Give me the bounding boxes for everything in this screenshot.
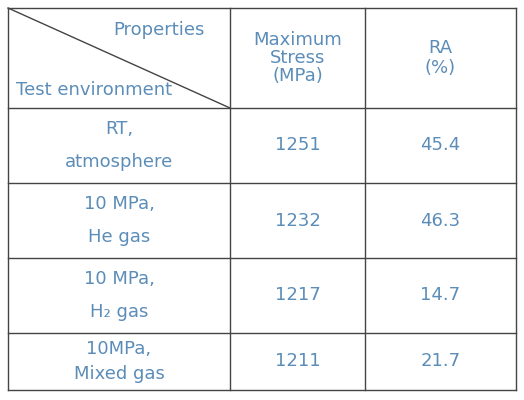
Text: 10MPa,: 10MPa, [86,340,151,358]
Text: Stress: Stress [270,49,325,67]
Text: 1232: 1232 [275,212,321,230]
Text: 1217: 1217 [275,286,320,304]
Text: atmosphere: atmosphere [65,153,173,171]
Text: (MPa): (MPa) [272,67,323,85]
Text: Mixed gas: Mixed gas [73,365,165,383]
Text: 1251: 1251 [275,136,320,154]
Text: 21.7: 21.7 [420,352,461,370]
Text: 10 MPa,: 10 MPa, [83,270,155,288]
Text: 1211: 1211 [275,352,320,370]
Text: RA: RA [429,39,453,57]
Text: 10 MPa,: 10 MPa, [83,195,155,213]
Text: RT,: RT, [105,120,133,138]
Text: 14.7: 14.7 [420,286,461,304]
Text: (%): (%) [425,59,456,77]
Text: Maximum: Maximum [253,31,342,49]
Text: H₂ gas: H₂ gas [90,303,148,321]
Text: He gas: He gas [88,228,150,246]
Text: Properties: Properties [113,21,205,39]
Text: Test environment: Test environment [16,81,172,99]
Text: 46.3: 46.3 [420,212,461,230]
Text: 45.4: 45.4 [420,136,461,154]
